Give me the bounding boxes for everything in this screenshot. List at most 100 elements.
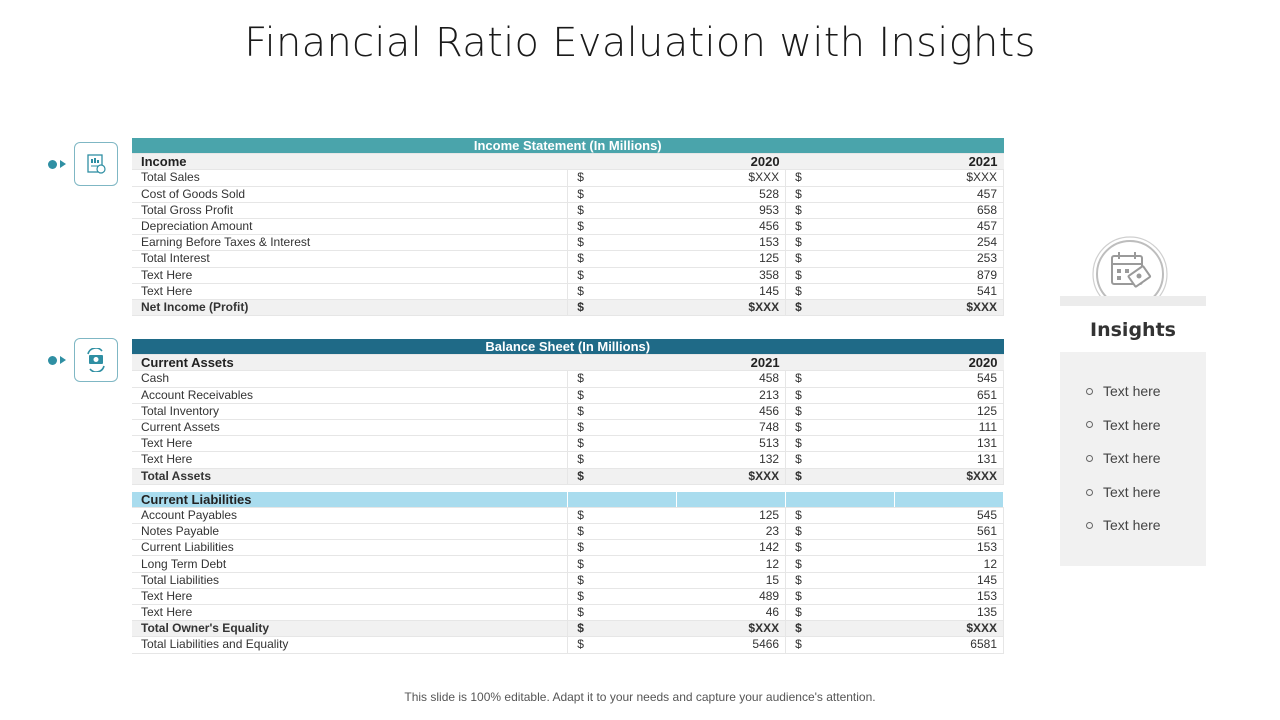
income-value-b: 541	[894, 283, 1004, 300]
liabilities-value-b: 12	[894, 555, 1004, 573]
liabilities-row: Current Liabilities $142 $153	[132, 539, 1004, 557]
currency-symbol: $	[567, 604, 677, 622]
insight-item: Text here	[1086, 441, 1206, 475]
income-value-a: 125	[676, 250, 787, 268]
liabilities-row-label: Total Owner's Equality	[132, 620, 569, 638]
income-row: Earning Before Taxes & Interest $153 $254	[132, 234, 1004, 252]
income-row-label: Total Gross Profit	[132, 202, 569, 219]
assets-row-label: Account Receivables	[132, 387, 569, 404]
insight-item: Text here	[1086, 408, 1206, 442]
currency-symbol: $	[567, 186, 677, 203]
circle-bullet-icon	[1086, 387, 1093, 395]
income-header-row: Income 2020 2021	[132, 153, 1004, 171]
income-row-label: Net Income (Profit)	[132, 299, 569, 317]
liabilities-row-label: Total Liabilities	[132, 572, 569, 589]
assets-row: Text Here $132 $131	[132, 451, 1004, 469]
assets-value-a: 513	[676, 435, 787, 453]
liabilities-value-b: 153	[894, 539, 1004, 557]
liabilities-value-b: 145	[894, 572, 1004, 589]
spacer-row	[132, 484, 1004, 492]
liabilities-value-a: 5466	[676, 636, 787, 654]
balance-section-marker	[48, 338, 120, 382]
currency-symbol: $	[785, 186, 895, 203]
income-statement-table: Income Statement (In Millions) Income 20…	[132, 138, 1004, 317]
currency-symbol: $	[785, 299, 895, 317]
currency-symbol: $	[567, 267, 677, 284]
liabilities-value-b: 135	[894, 604, 1004, 622]
currency-symbol: $	[567, 523, 677, 541]
assets-value-a: 132	[676, 451, 787, 469]
currency-symbol: $	[785, 468, 895, 485]
income-value-a: 145	[676, 283, 787, 300]
assets-value-a: 456	[676, 403, 787, 420]
money-exchange-icon	[74, 338, 118, 382]
liabilities-row-label: Text Here	[132, 604, 569, 622]
assets-value-a: 458	[676, 370, 787, 388]
liabilities-value-a: 15	[676, 572, 787, 589]
income-value-b: 457	[894, 186, 1004, 203]
income-row-label: Cost of Goods Sold	[132, 186, 569, 203]
insight-text: Text here	[1103, 517, 1161, 534]
currency-symbol: $	[567, 403, 677, 420]
currency-symbol: $	[567, 234, 677, 252]
currency-symbol: $	[567, 620, 677, 638]
insight-text: Text here	[1103, 483, 1161, 500]
calendar-money-icon	[1090, 234, 1170, 298]
assets-row-label: Current Assets	[132, 419, 569, 437]
liabilities-value-a: 142	[676, 539, 787, 557]
currency-symbol: $	[785, 202, 895, 219]
circle-bullet-icon	[1086, 454, 1093, 462]
financial-report-icon	[74, 142, 118, 186]
insights-panel: Text here Text here Text here Text here Text…	[1060, 352, 1206, 566]
income-row-label: Earning Before Taxes & Interest	[132, 234, 569, 252]
currency-symbol: $	[785, 267, 895, 284]
currency-symbol: $	[785, 250, 895, 268]
assets-value-a: $XXX	[676, 468, 787, 485]
assets-value-b: $XXX	[894, 468, 1004, 485]
insight-text: Text here	[1103, 383, 1161, 399]
income-value-a: 358	[676, 267, 787, 284]
income-row: Total Sales $ $XXX $ $XXX	[132, 169, 1004, 187]
currency-symbol: $	[567, 588, 677, 606]
income-header-label: Income	[132, 153, 568, 171]
currency-symbol: $	[785, 435, 895, 453]
balance-band-label: Balance Sheet (In Millions)	[132, 339, 1004, 356]
currency-symbol: $	[785, 572, 895, 589]
liabilities-row-label: Account Payables	[132, 507, 569, 525]
currency-symbol: $	[567, 218, 677, 236]
currency-symbol: $	[785, 218, 895, 236]
liabilities-row: Text Here $46 $135	[132, 604, 1004, 622]
liabilities-row: Text Here $489 $153	[132, 588, 1004, 606]
liabilities-header-label: Current Liabilities	[132, 491, 569, 508]
insights-list: Text here Text here Text here Text here Text…	[1060, 352, 1206, 542]
liabilities-row-label: Notes Payable	[132, 523, 569, 541]
liabilities-value-b: 6581	[894, 636, 1004, 654]
circle-bullet-icon	[1086, 522, 1093, 530]
income-value-a: $XXX	[676, 169, 787, 187]
liabilities-value-b: 561	[894, 523, 1004, 541]
currency-symbol: $	[785, 403, 895, 420]
income-row-label: Total Sales	[132, 169, 569, 187]
assets-row-label: Total Inventory	[132, 403, 569, 420]
currency-symbol: $	[567, 370, 677, 388]
currency-symbol: $	[567, 507, 677, 525]
liabilities-value-a: $XXX	[676, 620, 787, 638]
balance-sheet-table: Balance Sheet (In Millions) Current Asse…	[132, 339, 1004, 654]
assets-row: Text Here $513 $131	[132, 435, 1004, 453]
income-value-a: 528	[676, 186, 787, 203]
assets-value-a: 213	[676, 387, 787, 404]
liabilities-value-b: $XXX	[894, 620, 1004, 638]
income-band: Income Statement (In Millions)	[132, 138, 1004, 155]
income-value-a: 953	[676, 202, 787, 219]
income-year-a: 2020	[567, 153, 786, 171]
liabilities-value-a: 12	[676, 555, 787, 573]
assets-row-label: Text Here	[132, 451, 569, 469]
assets-value-b: 131	[894, 435, 1004, 453]
circle-bullet-icon	[1086, 488, 1093, 496]
arrow-icon	[60, 160, 66, 168]
insight-item: Text here	[1086, 508, 1206, 542]
income-row: Cost of Goods Sold $528 $457	[132, 186, 1004, 203]
currency-symbol: $	[785, 523, 895, 541]
currency-symbol: $	[785, 451, 895, 469]
currency-symbol: $	[567, 283, 677, 300]
